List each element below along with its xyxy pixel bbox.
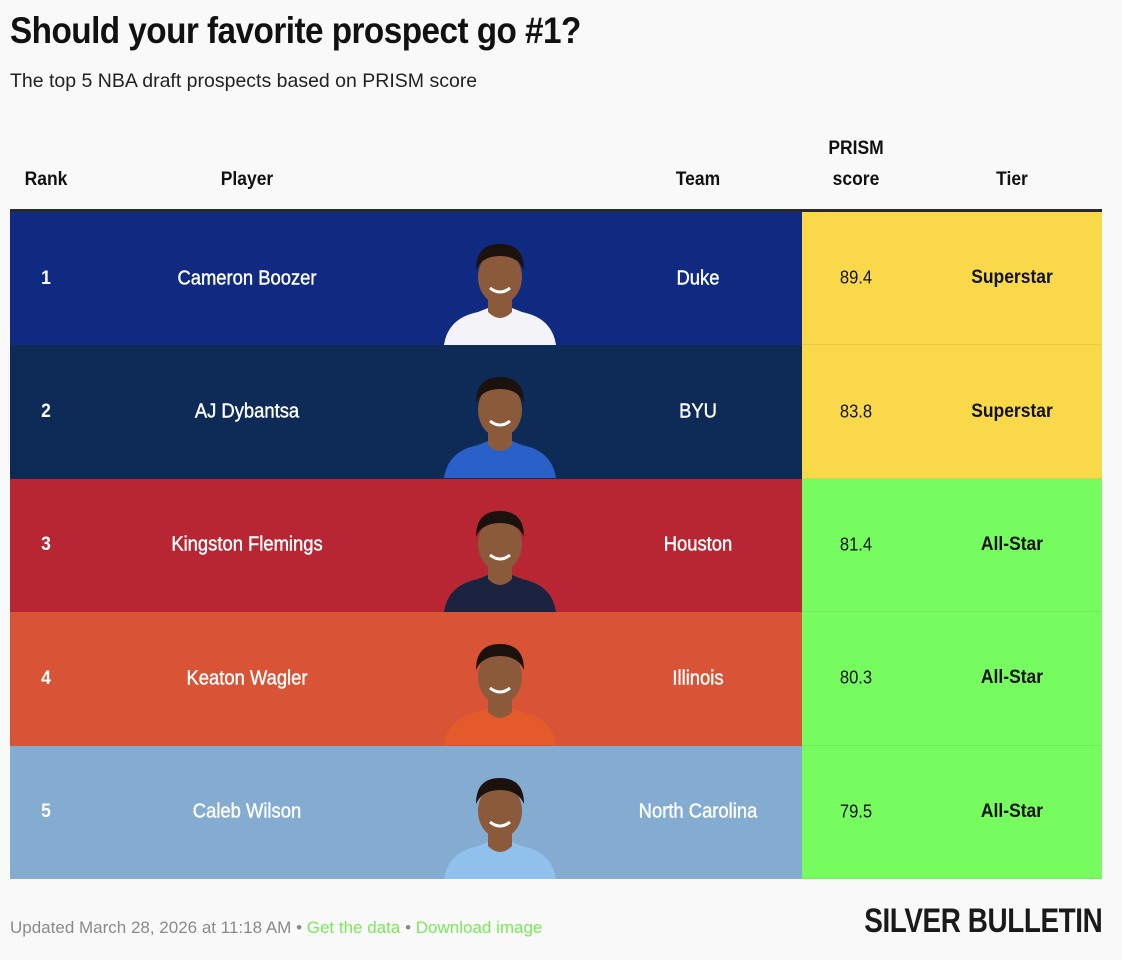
player-cell-group: 4 Keaton Wagler Illinois: [10, 612, 802, 746]
score-cell-group: 81.4 All-Star: [802, 478, 1102, 613]
page-title: Should your favorite prospect go #1?: [10, 10, 581, 51]
table-row: 4 Keaton Wagler Illinois 80.3 All-Star: [10, 612, 1102, 746]
brand-logo: SILVER BULLETIN: [863, 902, 1102, 940]
rank-cell: 3: [41, 534, 51, 556]
rank-cell: 1: [41, 267, 51, 289]
prism-score-cell: 80.3: [839, 667, 873, 688]
footer-separator: •: [296, 918, 303, 937]
score-cell-group: 79.5 All-Star: [802, 745, 1102, 879]
rank-cell: 4: [41, 667, 51, 689]
table-header: Rank Player Team PRISM score Tier: [10, 130, 1102, 212]
prism-score-cell: 83.8: [839, 401, 873, 422]
tier-cell: All-Star: [980, 667, 1044, 689]
download-image-link[interactable]: Download image: [415, 918, 543, 937]
player-cell-group: 1 Cameron Boozer Duke: [10, 212, 802, 346]
prism-score-cell: 79.5: [839, 801, 873, 822]
player-headshot: [438, 499, 562, 612]
player-name-cell: AJ Dybantsa: [194, 400, 300, 423]
score-cell-group: 83.8 Superstar: [802, 345, 1102, 479]
team-cell: Houston: [663, 533, 733, 556]
player-cell-group: 5 Caleb Wilson North Carolina: [10, 745, 802, 879]
player-headshot: [438, 632, 562, 746]
tier-cell: All-Star: [980, 800, 1044, 822]
column-header-player: Player: [220, 169, 274, 190]
player-headshot: [438, 232, 562, 345]
player-name-cell: Caleb Wilson: [192, 800, 302, 823]
table-row: 5 Caleb Wilson North Carolina 79.5 All-S…: [10, 745, 1102, 879]
tier-cell: Superstar: [971, 267, 1053, 289]
prism-score-cell: 89.4: [839, 267, 873, 288]
team-cell: BYU: [679, 400, 717, 423]
footer: Updated March 28, 2026 at 11:18 AM • Get…: [10, 918, 542, 938]
tier-cell: All-Star: [980, 533, 1044, 555]
column-header-team: Team: [675, 169, 721, 190]
team-cell: North Carolina: [638, 800, 758, 823]
column-header-tier: Tier: [996, 169, 1028, 190]
player-headshot-icon: [444, 244, 556, 345]
player-headshot: [438, 766, 562, 879]
player-headshot-icon: [444, 377, 556, 479]
table-row: 3 Kingston Flemings Houston 81.4 All-Sta…: [10, 478, 1102, 613]
team-cell: Illinois: [672, 667, 724, 690]
player-cell-group: 2 AJ Dybantsa BYU: [10, 345, 802, 479]
updated-timestamp: Updated March 28, 2026 at 11:18 AM: [10, 918, 292, 937]
score-cell-group: 80.3 All-Star: [802, 612, 1102, 746]
column-header-score-line1: PRISM: [828, 138, 884, 159]
column-header-prism-score: PRISM score: [806, 133, 905, 195]
player-name-cell: Keaton Wagler: [186, 667, 308, 690]
rank-cell: 5: [41, 801, 51, 823]
table-row: 1 Cameron Boozer Duke 89.4 Superstar: [10, 212, 1102, 346]
player-headshot-icon: [444, 777, 556, 879]
player-headshot-icon: [444, 510, 556, 612]
page-subtitle: The top 5 NBA draft prospects based on P…: [10, 70, 478, 92]
player-name-cell: Cameron Boozer: [177, 267, 317, 290]
player-headshot: [438, 365, 562, 479]
tier-cell: Superstar: [971, 400, 1053, 422]
rank-cell: 2: [41, 401, 51, 423]
player-cell-group: 3 Kingston Flemings Houston: [10, 478, 802, 613]
column-header-rank: Rank: [24, 169, 68, 190]
player-headshot-icon: [444, 644, 556, 746]
team-cell: Duke: [676, 267, 720, 290]
prism-score-cell: 81.4: [839, 534, 873, 555]
table-row: 2 AJ Dybantsa BYU 83.8 Superstar: [10, 345, 1102, 479]
prospects-table: Rank Player Team PRISM score Tier 1 Came…: [10, 130, 1102, 879]
score-cell-group: 89.4 Superstar: [802, 212, 1102, 346]
player-name-cell: Kingston Flemings: [171, 533, 323, 556]
footer-separator: •: [405, 918, 412, 937]
column-header-score-line2: score: [832, 169, 880, 190]
get-data-link[interactable]: Get the data: [306, 918, 401, 937]
